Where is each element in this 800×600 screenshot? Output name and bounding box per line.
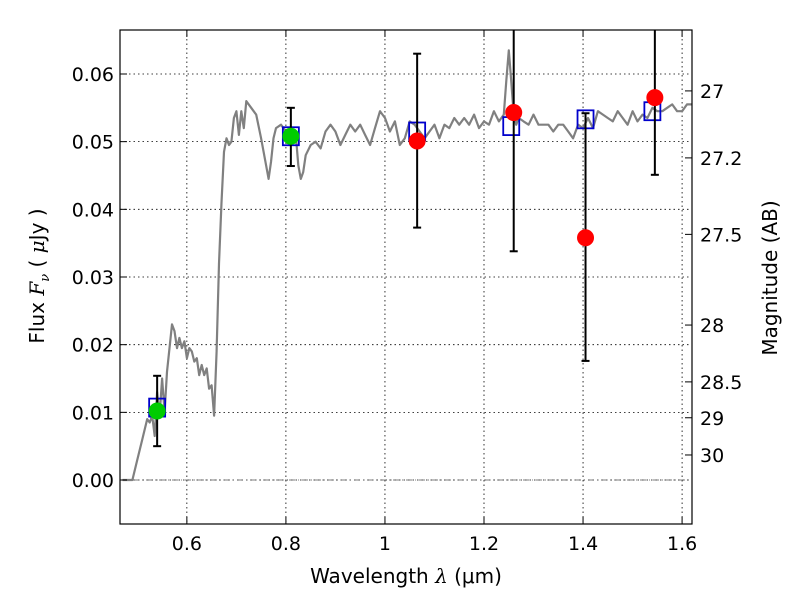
lowsn-point <box>646 89 664 107</box>
right-tick-label: 27.2 <box>700 148 742 170</box>
x-tick-label: 1 <box>379 533 391 555</box>
right-axis-label: Magnitude (AB) <box>758 200 782 355</box>
y-tick-label: 0.00 <box>72 470 114 492</box>
y-tick-label: 0.06 <box>72 64 114 86</box>
right-tick-label: 30 <box>700 445 724 467</box>
x-axis-label: Wavelength λ (μm) <box>310 564 502 588</box>
y-tick-label: 0.01 <box>72 402 114 424</box>
x-tick-label: 1.6 <box>667 533 697 555</box>
x-tick-label: 0.8 <box>271 533 301 555</box>
x-tick-label: 0.6 <box>172 533 202 555</box>
axis-ticks: 0.6 0.8 1 1.2 1.4 1.6 0.00 0.01 0.02 0.03 0.04 0.05… <box>72 30 742 555</box>
right-tick-label: 29 <box>700 408 724 430</box>
right-tick-label: 27 <box>700 81 724 103</box>
lowsn-point <box>408 132 426 150</box>
right-tick-label: 27.5 <box>700 224 742 246</box>
series-layer <box>122 30 692 482</box>
x-tick-label: 1.4 <box>568 533 598 555</box>
lowsn-point <box>505 104 523 122</box>
lowsn-point <box>577 229 595 247</box>
y-tick-label: 0.03 <box>72 267 114 289</box>
model-spectrum-line <box>122 49 692 482</box>
y-tick-label: 0.05 <box>72 132 114 154</box>
x-tick-label: 1.2 <box>469 533 499 555</box>
right-tick-label: 28 <box>700 315 724 337</box>
y-axis-label: Flux Fν ( μJy ) <box>25 208 53 343</box>
right-tick-label: 28.5 <box>700 372 742 394</box>
y-tick-label: 0.04 <box>72 199 114 221</box>
detection-point <box>282 127 300 145</box>
detection-point <box>148 402 166 420</box>
y-tick-label: 0.02 <box>72 335 114 357</box>
